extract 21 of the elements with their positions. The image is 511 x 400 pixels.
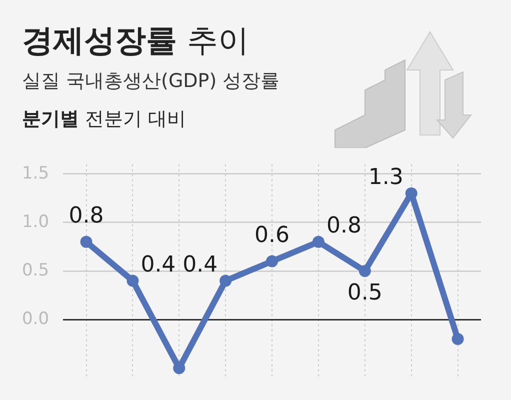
point — [80, 236, 92, 248]
data-label: 0.6 — [254, 223, 290, 248]
y-tick-label: 1.5 — [22, 163, 50, 184]
chart-title: 경제성장률 추이 — [22, 23, 249, 59]
point — [266, 255, 278, 268]
data-label: 0.8 — [68, 204, 104, 229]
y-tick-label: 0.5 — [22, 260, 50, 280]
data-label: 0.8 — [326, 214, 362, 239]
point — [126, 274, 139, 287]
y-tick-label: 0.0 — [22, 308, 50, 329]
point — [220, 274, 232, 287]
point — [358, 265, 371, 277]
chart-subtitle: 실질 국내총생산(GDP) 성장률 — [22, 69, 280, 94]
data-label: 1.3 — [368, 165, 404, 190]
data-label: 0.4 — [182, 252, 218, 278]
point — [452, 332, 464, 345]
y-tick-label: 1.0 — [22, 212, 50, 232]
data-label: 0.4 — [140, 252, 176, 278]
text: 분기별 전분기 대비 — [22, 108, 186, 130]
data-label: 0.5 — [347, 280, 382, 306]
point — [312, 236, 324, 248]
